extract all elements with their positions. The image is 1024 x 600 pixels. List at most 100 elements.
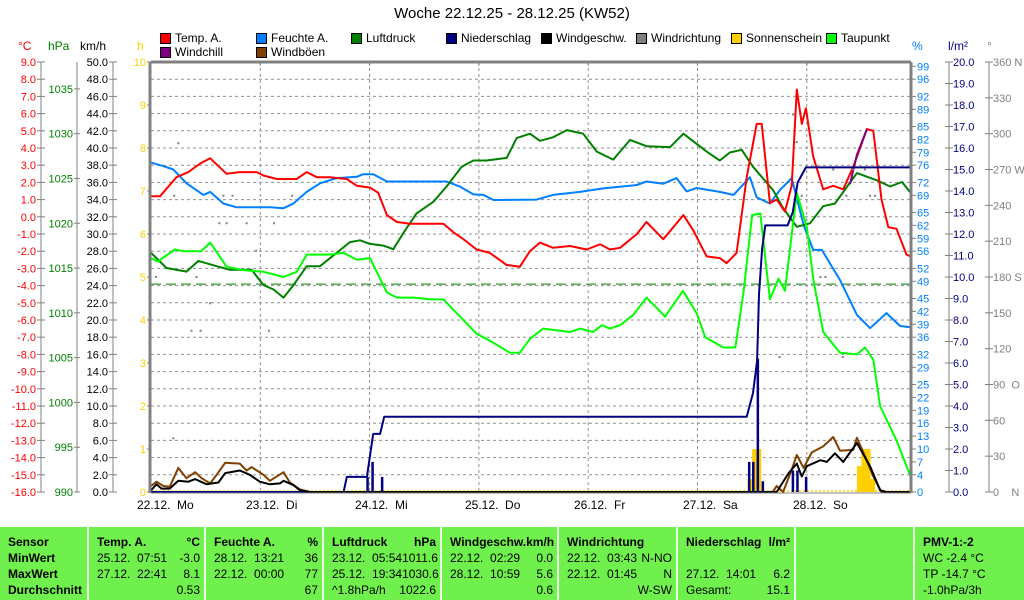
legend-item-wind-direction: Windrichtung <box>636 31 721 45</box>
weather-chart: °C 9.0 8.0 7.0 6.0 5.0 4.0 3.0 2.0 1.0 0.0 -1.0 -2.0… <box>11 39 1024 499</box>
column-title: Windrichtung <box>567 535 645 549</box>
legend-label: Sonnenschein <box>746 31 823 45</box>
direction-tick-label: 270 W <box>993 165 1024 177</box>
wind-direction-point <box>177 142 180 145</box>
temp-tick-label: 3.0 <box>21 160 36 172</box>
humidity-tick-label: 99 <box>917 61 929 73</box>
rain-bar <box>756 358 760 492</box>
wind-tick-label: 46.0 <box>87 91 108 103</box>
rain-bar <box>761 481 765 492</box>
humidity-tick-label: 82 <box>917 134 929 146</box>
pressure-tick-label: 1000 <box>49 397 73 409</box>
pressure-trend: ^1.8hPa/h <box>332 583 386 597</box>
wind-tick-label: 26.0 <box>87 263 108 275</box>
column-unit: l/m² <box>768 535 790 549</box>
wind-direction-point <box>267 329 270 332</box>
min-value: 0.0 <box>536 551 553 565</box>
rain-tick-label: 10.0 <box>953 272 974 284</box>
legend-item-dewpoint: Taupunkt <box>826 31 890 45</box>
humidity-tick-label: 4 <box>917 470 923 482</box>
wind-direction-point <box>869 194 872 197</box>
wind-tick-label: 50.0 <box>87 57 108 69</box>
row-labels-column: Sensor MinWert MaxWert Durchschnitt <box>0 527 87 600</box>
humidity-tick-label: 92 <box>917 91 929 103</box>
temp-tick-label: -14.0 <box>11 453 36 465</box>
avg-value: W-SW <box>637 583 672 597</box>
humidity-tick-label: 62 <box>917 220 929 232</box>
legend-item-temp: Temp. A. <box>160 31 222 45</box>
pressure-tick-label: 995 <box>55 442 73 454</box>
wind-tick-label: 32.0 <box>87 212 108 224</box>
rain-tick-label: 19.0 <box>953 79 974 91</box>
x-label-day: 27.12. Sa <box>683 498 738 512</box>
wind-tick-label: 24.0 <box>87 281 108 293</box>
rain-tick-label: 7.0 <box>953 337 968 349</box>
column-title: Niederschlag <box>686 535 762 549</box>
humidity-tick-label: 19 <box>917 405 929 417</box>
humidity-tick-label: 49 <box>917 276 929 288</box>
pressure-tick-label: 1035 <box>49 84 73 96</box>
legend-swatch <box>731 32 742 44</box>
direction-tick-label: 210 <box>993 236 1011 248</box>
wind-direction-point <box>874 194 877 197</box>
humidity-tick-label: 96 <box>917 74 929 86</box>
temp-tick-label: 4.0 <box>21 143 36 155</box>
humidity-tick-label: 16 <box>917 418 929 430</box>
legend-label: Windchill <box>175 45 224 59</box>
legend-swatch <box>541 32 552 44</box>
max-value: 8.1 <box>183 567 200 581</box>
wind-direction-point <box>800 194 803 197</box>
legend-swatch <box>636 32 647 44</box>
column-unit: % <box>307 535 318 549</box>
series-taupunkt <box>150 191 912 477</box>
max-time: 25.12. 19:34 <box>332 567 403 581</box>
max-value: 1030.6 <box>402 567 439 581</box>
rain-tick-label: 14.0 <box>953 186 974 198</box>
column-divider <box>913 527 915 600</box>
direction-tick-label: 330 <box>993 93 1011 105</box>
chart-title: Woche 22.12.25 - 28.12.25 (KW52) <box>394 5 630 22</box>
legend-swatch <box>826 32 837 44</box>
temp-column: Temp. A. °C 25.12. 07:51 -3.0 27.12. 22:41… <box>89 527 204 600</box>
wind-tick-label: 48.0 <box>87 74 108 86</box>
wind-direction-point <box>832 168 835 171</box>
sun-tick-label: 10 <box>134 57 146 69</box>
wind-direction-point <box>155 276 158 278</box>
humidity-tick-label: 22 <box>917 392 929 404</box>
rain-tick-label: 15.0 <box>953 165 974 177</box>
temp-tick-label: 8.0 <box>21 74 36 86</box>
temp-tick-label: 5.0 <box>21 126 36 138</box>
humidity-tick-label: 42 <box>917 306 929 318</box>
pressure-tick-label: 1030 <box>49 129 73 141</box>
min-time: 22.12. 02:29 <box>450 551 521 565</box>
legend-swatch <box>351 32 362 44</box>
temp-tick-label: -6.0 <box>17 315 36 327</box>
humidity-tick-label: 13 <box>917 431 929 443</box>
temp-tick-label: -12.0 <box>11 418 36 430</box>
sun-tick-label: 3 <box>140 358 146 370</box>
rain-tick-label: 11.0 <box>953 251 974 263</box>
sun-tick-label: 8 <box>140 143 146 155</box>
wind-direction-point <box>209 302 212 305</box>
row-label: Durchschnitt <box>8 583 83 597</box>
column-divider <box>794 527 796 600</box>
temp-tick-label: -2.0 <box>17 246 36 258</box>
wind-tick-label: 12.0 <box>87 384 108 396</box>
column-title: Temp. A. <box>97 535 147 549</box>
wind-direction-point <box>255 249 258 252</box>
humidity-tick-label: 85 <box>917 122 929 134</box>
wind-direction-point <box>845 194 848 197</box>
rain-axis-unit: l/m² <box>948 39 968 53</box>
legend-swatch <box>446 32 457 44</box>
wind-tick-label: 30.0 <box>87 229 108 241</box>
pressure-tick-label: 1015 <box>49 263 73 275</box>
temp-tick-label: 2.0 <box>21 177 36 189</box>
max-time: 27.12. 14:01 <box>686 567 757 581</box>
temp-tick-label: 9.0 <box>21 57 36 69</box>
legend-label: Feuchte A. <box>271 31 329 45</box>
pressure-trend-3h: -1.0hPa/3h <box>923 583 982 597</box>
avg-value: 0.6 <box>536 583 553 597</box>
rain-bar <box>371 461 374 492</box>
wind-direction-point <box>291 194 294 197</box>
total-label: Gesamt: <box>686 583 732 597</box>
